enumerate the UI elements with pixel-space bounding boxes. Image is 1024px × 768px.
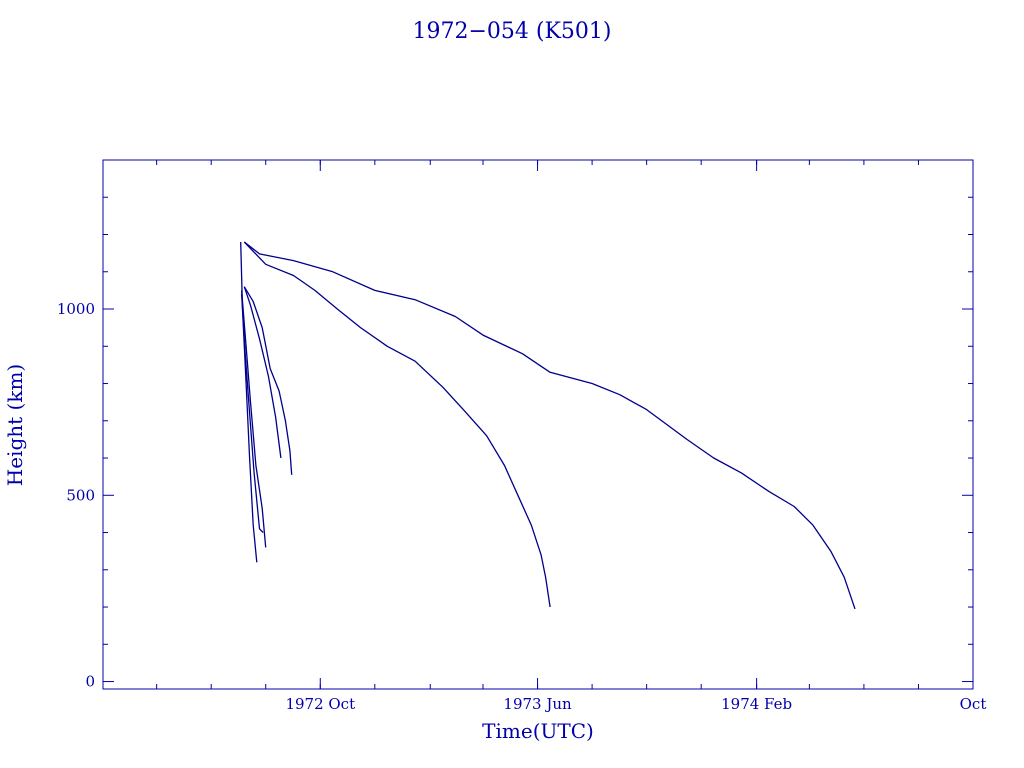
y-tick-label: 1000 <box>57 300 95 318</box>
x-tick-label: 1972 Oct <box>285 695 355 713</box>
x-axis-label: Time(UTC) <box>482 719 594 743</box>
x-tick-label: 1974 Feb <box>721 695 792 713</box>
decay-curve-3 <box>243 286 282 459</box>
x-tick-label: Oct <box>960 695 987 713</box>
y-axis-label: Height (km) <box>3 364 27 486</box>
series-layer <box>240 241 856 610</box>
decay-curve-1 <box>243 241 856 610</box>
x-tick-label: 1973 Jun <box>503 695 572 713</box>
axis-ticks: 1972 Oct 1973 Jun 1974 Feb Oct 0 500 1000 <box>57 160 987 713</box>
decay-curve-5 <box>240 290 267 548</box>
decay-curve-4 <box>243 286 293 475</box>
y-tick-label: 0 <box>85 673 95 691</box>
plot-frame <box>102 159 974 690</box>
y-tick-label: 500 <box>66 486 95 504</box>
decay-curve-2 <box>243 241 551 608</box>
decay-curve-7 <box>240 241 258 563</box>
chart-title: 1972−054 (K501) <box>413 19 612 44</box>
